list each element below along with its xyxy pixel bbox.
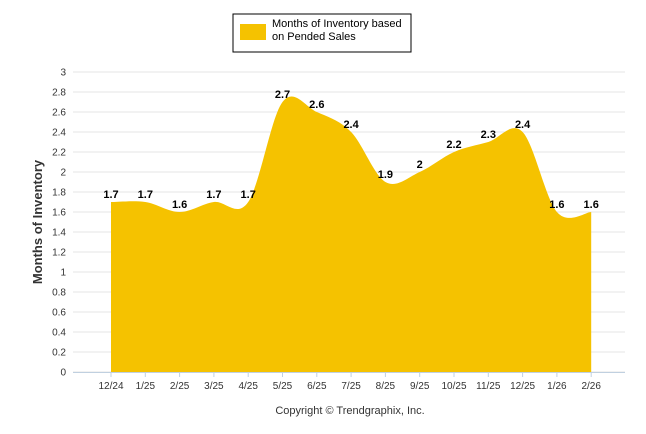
- data-label: 2.7: [275, 89, 290, 101]
- x-tick-label: 2/26: [581, 381, 601, 392]
- data-label: 2: [417, 159, 423, 171]
- data-label: 2.4: [343, 119, 359, 131]
- x-tick-label: 10/25: [441, 381, 466, 392]
- y-tick-label: 0.8: [52, 288, 66, 299]
- x-axis: 12/24 1/25 2/25 3/25 4/25 5/25 6/25 7/25 8/25 9/2…: [73, 372, 625, 392]
- data-label: 2.6: [309, 99, 324, 111]
- data-label: 2.4: [515, 119, 531, 131]
- y-tick-label: 0.2: [52, 348, 66, 359]
- x-tick-label: 8/25: [376, 381, 396, 392]
- data-label: 1.6: [172, 199, 187, 211]
- x-tick-label: 2/25: [170, 381, 190, 392]
- data-label: 1.9: [378, 169, 393, 181]
- data-label: 1.6: [584, 199, 599, 211]
- y-tick-label: 0: [60, 368, 66, 379]
- data-label: 1.7: [206, 189, 221, 201]
- x-tick-label: 7/25: [341, 381, 361, 392]
- y-tick-label: 1.6: [52, 208, 66, 219]
- y-tick-label: 2.4: [52, 128, 66, 139]
- legend-line-1: Months of Inventory based: [272, 18, 402, 30]
- copyright-credit: Copyright © Trendgraphix, Inc.: [275, 405, 424, 417]
- data-label: 1.7: [103, 189, 118, 201]
- series-area-path: [111, 96, 592, 372]
- x-tick-label: 4/25: [238, 381, 258, 392]
- y-tick-label: 2.2: [52, 148, 66, 159]
- x-tick-label: 9/25: [410, 381, 430, 392]
- y-tick-label: 2.8: [52, 88, 66, 99]
- y-tick-label: 2.6: [52, 108, 66, 119]
- legend-swatch: [240, 24, 266, 40]
- data-label: 2.3: [481, 129, 496, 141]
- y-tick-label: 0.6: [52, 308, 66, 319]
- y-tick-label: 1: [60, 268, 66, 279]
- y-tick-label: 3: [60, 68, 66, 79]
- x-tick-label: 3/25: [204, 381, 224, 392]
- y-axis-label: Months of Inventory: [30, 159, 45, 284]
- y-tick-label: 1.2: [52, 248, 66, 259]
- data-label: 1.6: [549, 199, 564, 211]
- data-label: 1.7: [241, 189, 256, 201]
- x-tick-label: 1/25: [136, 381, 156, 392]
- x-tick-label: 12/25: [510, 381, 535, 392]
- x-tick-label: 1/26: [547, 381, 567, 392]
- series-area: [111, 96, 592, 372]
- data-labels: 1.7 1.7 1.6 1.7 1.7 2.7 2.6 2.4 1.9 2 2.2 2.3 2.4 1.6…: [103, 89, 598, 211]
- x-tick-label: 5/25: [273, 381, 293, 392]
- x-tick-label: 6/25: [307, 381, 327, 392]
- x-tick-label: 11/25: [476, 381, 501, 392]
- y-axis-tick-labels: 0 0.2 0.4 0.6 0.8 1 1.2 1.4 1.6 1.8 2 2.2 2.4 2.6 2.8 3: [52, 68, 66, 379]
- data-label: 2.2: [446, 139, 461, 151]
- legend-line-2: on Pended Sales: [272, 31, 356, 43]
- y-tick-label: 1.8: [52, 188, 66, 199]
- y-tick-label: 1.4: [52, 228, 66, 239]
- data-label: 1.7: [138, 189, 153, 201]
- y-tick-label: 0.4: [52, 328, 66, 339]
- y-tick-label: 2: [60, 168, 66, 179]
- x-tick-label: 12/24: [98, 381, 123, 392]
- legend: Months of Inventory based on Pended Sale…: [232, 13, 412, 53]
